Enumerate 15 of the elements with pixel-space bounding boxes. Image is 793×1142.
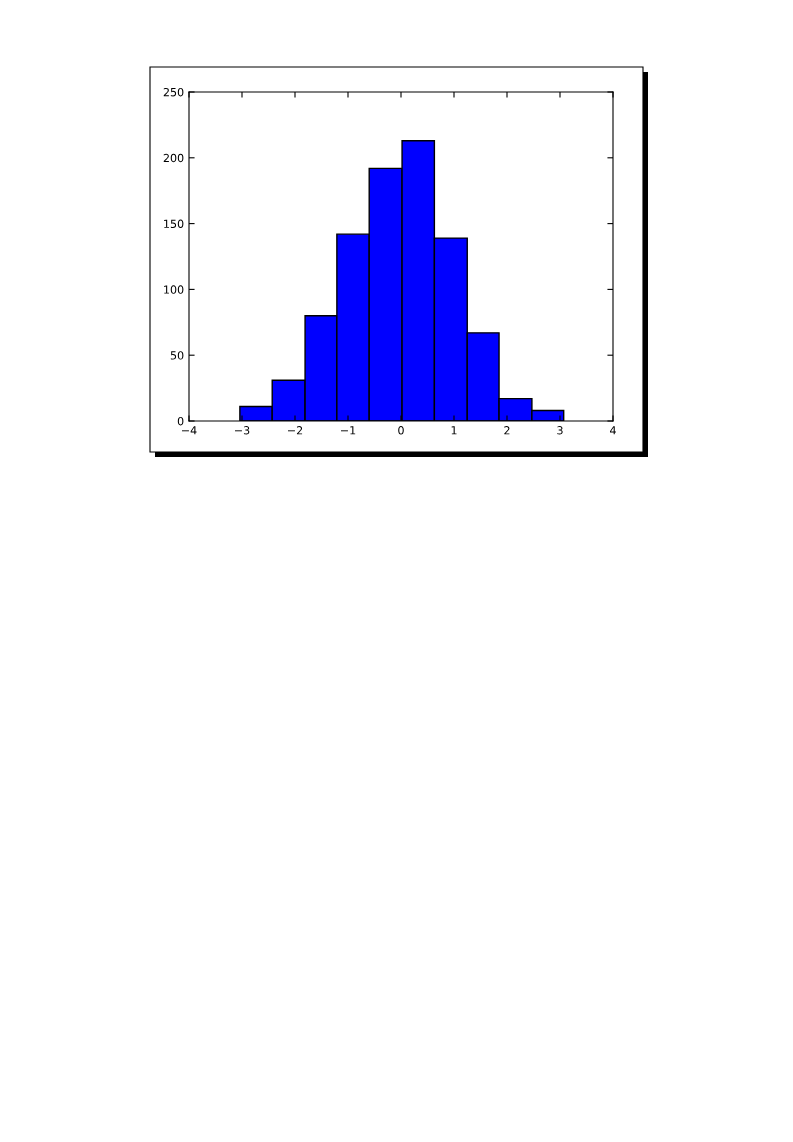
x-tick-label: −4 [181, 426, 197, 435]
x-tick-label: −3 [234, 426, 250, 435]
x-tick-label: 0 [398, 426, 404, 435]
x-tick-label: 3 [557, 426, 563, 435]
y-tick-label: 0 [177, 416, 184, 426]
x-tick-label: 2 [504, 426, 510, 435]
y-tick-label: 100 [164, 285, 184, 294]
y-tick-label: 200 [163, 153, 184, 163]
y-tick-label: 250 [163, 87, 184, 97]
y-tick-label: 150 [164, 219, 184, 228]
x-tick-label: −1 [340, 426, 356, 435]
x-tick-label: −2 [287, 426, 303, 435]
x-tick-label: 4 [610, 426, 616, 435]
x-tick-label: 1 [451, 426, 457, 435]
y-tick-label: 50 [170, 351, 184, 360]
